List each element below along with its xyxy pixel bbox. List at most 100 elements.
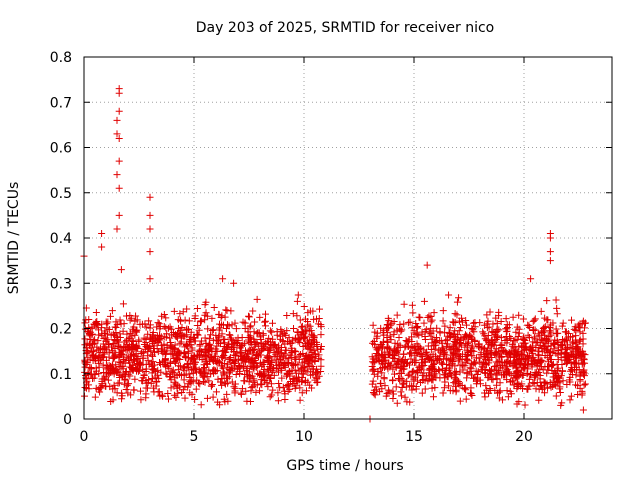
data-point	[268, 328, 276, 336]
data-point	[91, 393, 99, 401]
data-point	[422, 351, 430, 359]
data-point	[419, 375, 427, 383]
data-point	[158, 312, 166, 320]
data-point	[126, 316, 134, 324]
data-point	[171, 357, 179, 365]
y-tick-label: 0.8	[50, 50, 72, 66]
data-point	[420, 297, 428, 305]
data-point	[481, 344, 489, 352]
data-point	[567, 392, 575, 400]
data-point	[151, 361, 159, 369]
data-point	[414, 377, 422, 385]
data-point	[115, 134, 123, 142]
data-point	[494, 347, 502, 355]
data-point	[262, 340, 270, 348]
data-point	[389, 395, 397, 403]
data-point	[411, 342, 419, 350]
data-point	[249, 383, 257, 391]
data-point	[534, 347, 542, 355]
data-point	[393, 311, 401, 319]
data-point	[421, 336, 429, 344]
data-point	[536, 365, 544, 373]
data-point	[557, 401, 565, 409]
data-point	[117, 343, 125, 351]
data-point	[88, 348, 96, 356]
data-point	[240, 377, 248, 385]
data-point	[503, 362, 511, 370]
data-point	[225, 322, 233, 330]
data-point	[408, 382, 416, 390]
data-point	[575, 324, 583, 332]
data-point	[538, 344, 546, 352]
data-point	[257, 372, 265, 380]
data-point	[258, 362, 266, 370]
data-point	[196, 380, 204, 388]
data-point	[430, 309, 438, 317]
data-point	[425, 329, 433, 337]
data-point	[146, 275, 154, 283]
data-point	[502, 315, 510, 323]
data-point	[281, 396, 289, 404]
data-point	[368, 339, 376, 347]
data-point	[423, 261, 431, 269]
data-point	[174, 389, 182, 397]
data-point	[489, 376, 497, 384]
data-point	[396, 321, 404, 329]
data-point	[406, 318, 414, 326]
data-point	[574, 391, 582, 399]
data-point	[111, 367, 119, 375]
data-point	[186, 335, 194, 343]
data-point	[215, 333, 223, 341]
data-point	[407, 344, 415, 352]
data-point	[115, 358, 123, 366]
data-point	[566, 333, 574, 341]
data-point	[558, 322, 566, 330]
data-point	[501, 371, 509, 379]
data-point	[466, 364, 474, 372]
data-point	[313, 379, 321, 387]
data-point	[407, 350, 415, 358]
data-point	[406, 349, 414, 357]
data-point	[305, 356, 313, 364]
data-point	[413, 349, 421, 357]
data-point	[283, 327, 291, 335]
data-point	[476, 319, 484, 327]
data-point	[484, 374, 492, 382]
data-point	[178, 332, 186, 340]
data-point	[498, 341, 506, 349]
data-point	[205, 366, 213, 374]
data-point	[390, 330, 398, 338]
data-point	[456, 397, 464, 405]
data-point	[313, 365, 321, 373]
data-point	[87, 365, 95, 373]
data-point	[439, 307, 447, 315]
data-point	[462, 358, 470, 366]
data-point	[461, 384, 469, 392]
data-point	[418, 389, 426, 397]
data-point	[543, 369, 551, 377]
data-point	[443, 342, 451, 350]
data-point	[546, 379, 554, 387]
data-point	[197, 368, 205, 376]
data-point	[83, 339, 91, 347]
data-point	[139, 377, 147, 385]
data-point	[429, 375, 437, 383]
data-point	[257, 351, 265, 359]
data-point	[120, 356, 128, 364]
data-point	[317, 356, 325, 364]
data-point	[397, 327, 405, 335]
data-point	[203, 394, 211, 402]
data-point	[516, 354, 524, 362]
data-point	[399, 380, 407, 388]
data-point	[425, 369, 433, 377]
data-point	[298, 389, 306, 397]
data-point	[264, 383, 272, 391]
data-point	[216, 401, 224, 409]
data-point	[283, 371, 291, 379]
data-point	[187, 376, 195, 384]
data-point	[193, 304, 201, 312]
data-point	[115, 89, 123, 97]
data-point	[441, 329, 449, 337]
data-point	[223, 390, 231, 398]
data-point	[386, 332, 394, 340]
